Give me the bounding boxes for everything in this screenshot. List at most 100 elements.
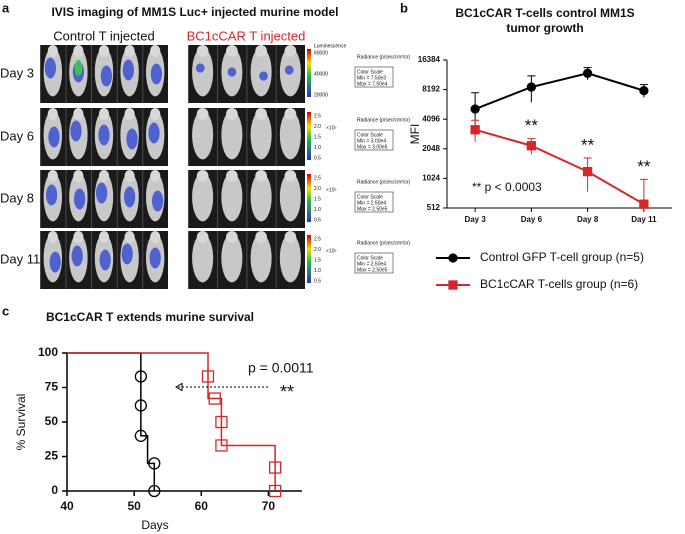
mouse <box>250 172 272 222</box>
mouse <box>279 172 301 222</box>
y-axis-label: MFI <box>408 124 422 145</box>
marker <box>148 484 161 498</box>
mouse-head <box>124 108 135 120</box>
row-label: Day 11 <box>0 251 40 266</box>
scale-min: Min = 7.50e3 <box>357 75 386 81</box>
legend-label: Control GFP T-cell group (n=5) <box>480 250 644 264</box>
image-divider <box>217 231 219 289</box>
scale-box <box>354 66 394 88</box>
mouse-head <box>196 170 209 182</box>
mouse-head <box>255 108 267 120</box>
image-divider <box>217 108 219 166</box>
scale-box-title: Color Scale <box>357 194 383 200</box>
luminescence-label: Luminescence <box>314 43 346 49</box>
mouse-head <box>284 170 297 182</box>
mouse-head <box>150 231 161 243</box>
scale-box-title: Color Scale <box>357 255 383 261</box>
mouse-head <box>98 231 110 243</box>
row-label: Day 8 <box>0 190 34 205</box>
marker <box>582 68 593 78</box>
color-bar-tick: 1.0 <box>314 268 321 274</box>
radiance-label: Radiance (p/sec/cm²/sr) <box>357 54 410 60</box>
color-bar-unit: ×10⁵ <box>326 187 337 193</box>
mouse-head <box>150 45 161 57</box>
color-bar-tick: 2.5 <box>314 236 321 242</box>
mouse-head <box>255 45 267 57</box>
signal <box>148 122 160 144</box>
signal <box>45 184 58 206</box>
color-bar-tick: 2.5 <box>314 113 321 119</box>
image-divider <box>275 45 277 103</box>
color-bar-unit: ×10⁵ <box>326 125 337 131</box>
mouse-head <box>255 170 267 182</box>
signal <box>99 249 111 271</box>
image-divider <box>116 231 118 289</box>
survival-curve <box>67 352 156 491</box>
color-bar-tick: 1.5 <box>314 134 321 140</box>
color-bar-tick: 40000 <box>314 71 328 77</box>
signal <box>149 247 161 269</box>
radiance-label: Radiance (p/sec/cm²/sr) <box>357 179 410 185</box>
scale-box <box>354 252 394 274</box>
y-tick-label: 75 <box>45 380 59 394</box>
marker <box>268 484 282 498</box>
signal <box>284 65 294 75</box>
image-divider <box>246 170 248 228</box>
image-divider <box>116 170 118 228</box>
mouse-head <box>196 231 209 243</box>
chart-title: BC1cCAR T-cells control MM1S <box>455 6 634 20</box>
survival-curve <box>67 352 276 491</box>
image-divider <box>217 45 219 103</box>
signal <box>126 128 138 150</box>
color-bar <box>307 174 311 222</box>
marker <box>526 82 537 92</box>
x-tick-label: Day 3 <box>464 215 486 224</box>
scale-box <box>354 191 394 213</box>
mouse-head <box>124 45 135 57</box>
y-tick-label: 4096 <box>422 114 440 123</box>
group-label: BC1cCAR T injected <box>187 28 306 43</box>
image-divider <box>275 170 277 228</box>
y-axis-label: % Survival <box>14 394 28 451</box>
mouse-head <box>98 45 110 57</box>
marker <box>134 429 148 442</box>
y-tick-label: 25 <box>45 449 59 463</box>
panel-label: a <box>2 0 10 15</box>
scale-min: Min = 2.50e4 <box>357 200 386 206</box>
mouse-head <box>196 45 209 57</box>
image-divider <box>188 45 189 103</box>
image-divider <box>65 108 67 166</box>
image-divider <box>65 45 67 103</box>
image-divider <box>40 170 41 228</box>
mouse-head <box>98 108 110 120</box>
y-tick-label: 50 <box>45 414 59 428</box>
image-divider <box>91 45 92 103</box>
signal <box>100 65 113 87</box>
color-bar-tick: 1.0 <box>314 145 321 151</box>
color-bar-tick: 1.5 <box>314 257 321 263</box>
image-divider <box>91 170 92 228</box>
chart-title: BC1cCAR T extends murine survival <box>46 310 254 324</box>
marker <box>268 461 282 474</box>
signal <box>150 63 163 85</box>
group-label: Control T injected <box>53 28 154 43</box>
x-tick-label: Day 11 <box>631 215 657 224</box>
mouse-head <box>47 170 58 182</box>
x-tick-label: 40 <box>60 499 74 513</box>
x-axis-label: Days <box>141 518 168 532</box>
panel-label: b <box>400 0 408 15</box>
y-tick-label: 512 <box>427 203 441 212</box>
x-tick-label: 50 <box>127 499 141 513</box>
p-value: ** p < 0.0003 <box>472 180 542 194</box>
x-tick-label: 70 <box>262 499 276 513</box>
signal <box>98 124 110 146</box>
mouse-head <box>226 108 238 120</box>
image-divider <box>142 231 144 289</box>
y-tick-label: 8192 <box>422 85 440 94</box>
image-divider <box>246 45 248 103</box>
mouse-head <box>73 108 84 120</box>
image-divider <box>40 108 41 166</box>
marker <box>134 370 148 383</box>
marker <box>215 439 228 452</box>
row-label: Day 6 <box>0 128 34 143</box>
